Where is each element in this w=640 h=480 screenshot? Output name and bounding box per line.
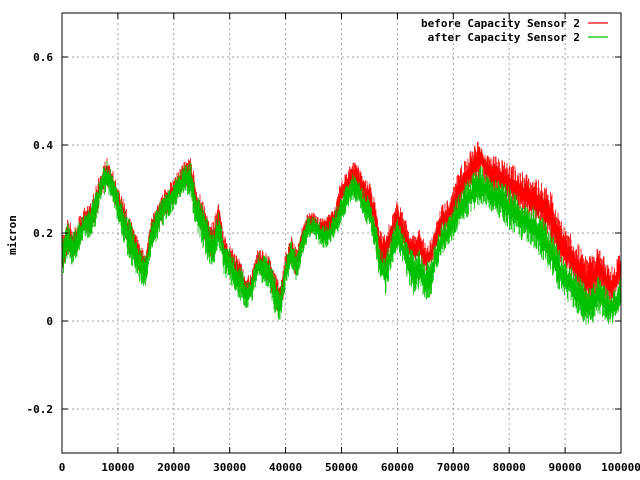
x-tick-label: 100000: [601, 461, 640, 474]
x-tick-label: 80000: [493, 461, 526, 474]
y-axis-title: micron: [6, 215, 19, 255]
y-tick-label: -0.2: [27, 403, 54, 416]
x-tick-label: 20000: [157, 461, 190, 474]
x-tick-label: 40000: [269, 461, 302, 474]
x-tick-label: 0: [59, 461, 66, 474]
legend-label: after Capacity Sensor 2: [428, 31, 580, 44]
x-tick-label: 70000: [437, 461, 470, 474]
x-tick-label: 10000: [101, 461, 134, 474]
x-tick-label: 60000: [381, 461, 414, 474]
x-tick-label: 30000: [213, 461, 246, 474]
x-tick-label: 50000: [325, 461, 358, 474]
y-tick-label: 0: [46, 315, 53, 328]
y-axis-tick-labels: -0.2 0 0.2 0.4 0.6: [27, 51, 54, 416]
series-group: [61, 141, 622, 325]
x-axis-tick-labels: 0 10000 20000 30000 40000 50000 60000 70000 8000…: [59, 461, 640, 474]
y-tick-label: 0.4: [33, 139, 53, 152]
y-tick-label: 0.6: [33, 51, 53, 64]
ticks: [61, 13, 622, 453]
y-tick-label: 0.2: [33, 227, 53, 240]
x-tick-label: 90000: [549, 461, 582, 474]
legend-label: before Capacity Sensor 2: [421, 17, 580, 30]
